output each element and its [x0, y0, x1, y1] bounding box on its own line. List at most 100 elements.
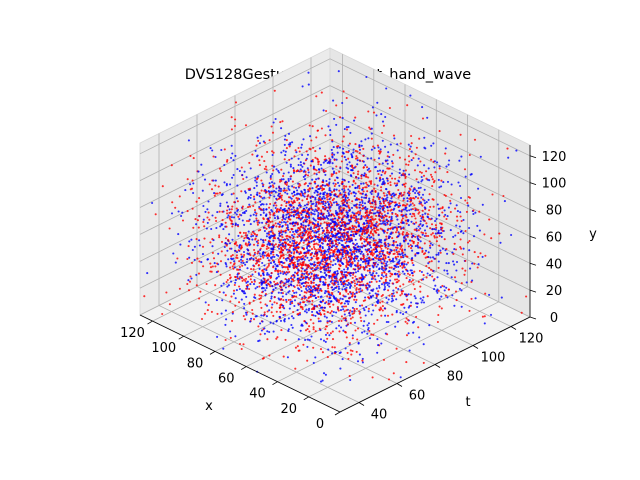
scatter-point [348, 185, 351, 188]
scatter-point [277, 275, 280, 278]
scatter-point [366, 288, 369, 291]
scatter-point [356, 280, 359, 284]
scatter-point [371, 264, 374, 267]
scatter-point [410, 239, 414, 242]
scatter-point [276, 264, 279, 267]
scatter-point [335, 327, 338, 330]
scatter-point [422, 296, 425, 299]
scatter-point [380, 265, 384, 268]
scatter-point [377, 172, 380, 176]
scatter-point [255, 193, 258, 196]
scatter-point [282, 175, 285, 178]
scatter-point [351, 256, 354, 259]
scatter-point [284, 218, 287, 221]
scatter-point [359, 238, 362, 241]
scatter-point [446, 171, 449, 174]
scatter-point [377, 192, 380, 195]
scatter-point [392, 372, 395, 375]
scatter-point [424, 249, 428, 252]
scatter-point [295, 291, 298, 294]
scatter-point [468, 153, 471, 157]
scatter-point [355, 206, 359, 209]
scatter-point [309, 232, 312, 235]
scatter-point [339, 309, 343, 312]
scatter-point [333, 158, 336, 161]
scatter-point [354, 198, 357, 201]
scatter-point [274, 243, 277, 246]
scatter-point [457, 231, 460, 235]
scatter-point [257, 325, 260, 328]
scatter-point [287, 196, 291, 199]
scatter-point [231, 319, 234, 322]
scatter-point [238, 260, 241, 263]
scatter-point [333, 248, 337, 251]
scatter-point [326, 236, 329, 239]
scatter-point [353, 259, 356, 262]
scatter-point [440, 307, 443, 310]
scatter-point [431, 243, 434, 246]
scatter-point [428, 217, 431, 220]
scatter-point [284, 238, 287, 241]
scatter-point [317, 160, 320, 164]
scatter-point [341, 140, 344, 143]
scatter-point [380, 173, 383, 177]
scatter-point [251, 312, 254, 315]
scatter-point [305, 206, 308, 209]
scatter-point [386, 167, 389, 170]
scatter-point [325, 206, 328, 209]
scatter-point [347, 302, 350, 306]
scatter-point [297, 163, 300, 167]
scatter-point [400, 292, 404, 295]
scatter-point [387, 151, 390, 154]
scatter-point [397, 265, 400, 268]
scatter-point [409, 293, 413, 296]
scatter-point [296, 236, 299, 239]
scatter-point [427, 234, 430, 238]
scatter-point [284, 181, 287, 184]
scatter-point [356, 159, 359, 162]
scatter-point [384, 246, 387, 249]
scatter-point [362, 190, 365, 193]
scatter-point [324, 373, 327, 376]
scatter-point [278, 225, 281, 228]
scatter-point [410, 197, 413, 200]
scatter-point [318, 233, 321, 236]
scatter-point [370, 295, 373, 298]
scatter-point [353, 292, 356, 295]
scatter-point [290, 211, 293, 214]
scatter-point [360, 215, 363, 218]
scatter-point [402, 169, 405, 172]
scatter-point [303, 204, 307, 207]
scatter-point [339, 367, 342, 370]
scatter-point [311, 195, 314, 198]
scatter-point [263, 196, 266, 199]
scatter-point [433, 166, 436, 169]
scatter-point [421, 233, 424, 236]
scatter-point [360, 319, 363, 322]
scatter-point [301, 194, 305, 197]
scatter-point [305, 308, 308, 311]
scatter-point [313, 191, 316, 194]
scatter-point [355, 155, 358, 158]
scatter-point [369, 216, 372, 219]
scatter-point [383, 267, 386, 270]
scatter-point [310, 286, 313, 289]
scatter-point [284, 231, 287, 234]
scatter-point [249, 278, 252, 281]
scatter-point [287, 207, 290, 210]
scatter-point [421, 209, 424, 212]
scatter-point [378, 209, 381, 212]
scatter-point [397, 226, 400, 229]
scatter-point [303, 189, 306, 192]
scatter-point [311, 125, 314, 128]
scatter-point [389, 143, 392, 146]
scatter-point [369, 232, 372, 235]
scatter-point [319, 163, 323, 166]
scatter-point [263, 264, 266, 267]
scatter-point [353, 246, 356, 249]
scatter-point [334, 183, 337, 186]
scatter-point [443, 238, 446, 241]
scatter-point [320, 212, 323, 216]
scatter-point [304, 225, 307, 228]
scatter-point [292, 252, 296, 255]
